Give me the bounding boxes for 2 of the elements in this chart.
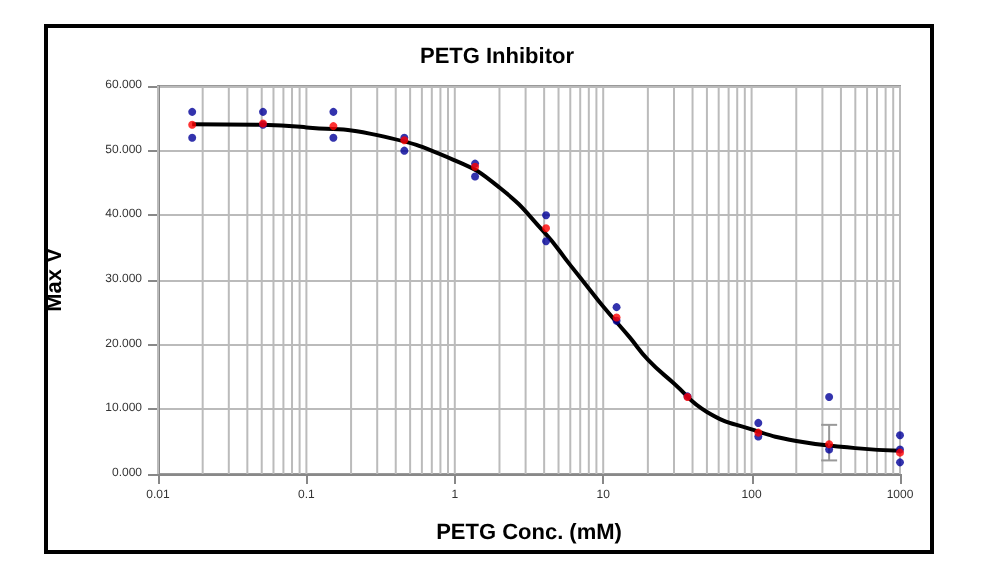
x-axis-title: PETG Conc. (mM): [436, 521, 623, 545]
chart-title: PETG Inhibitor: [420, 45, 576, 69]
